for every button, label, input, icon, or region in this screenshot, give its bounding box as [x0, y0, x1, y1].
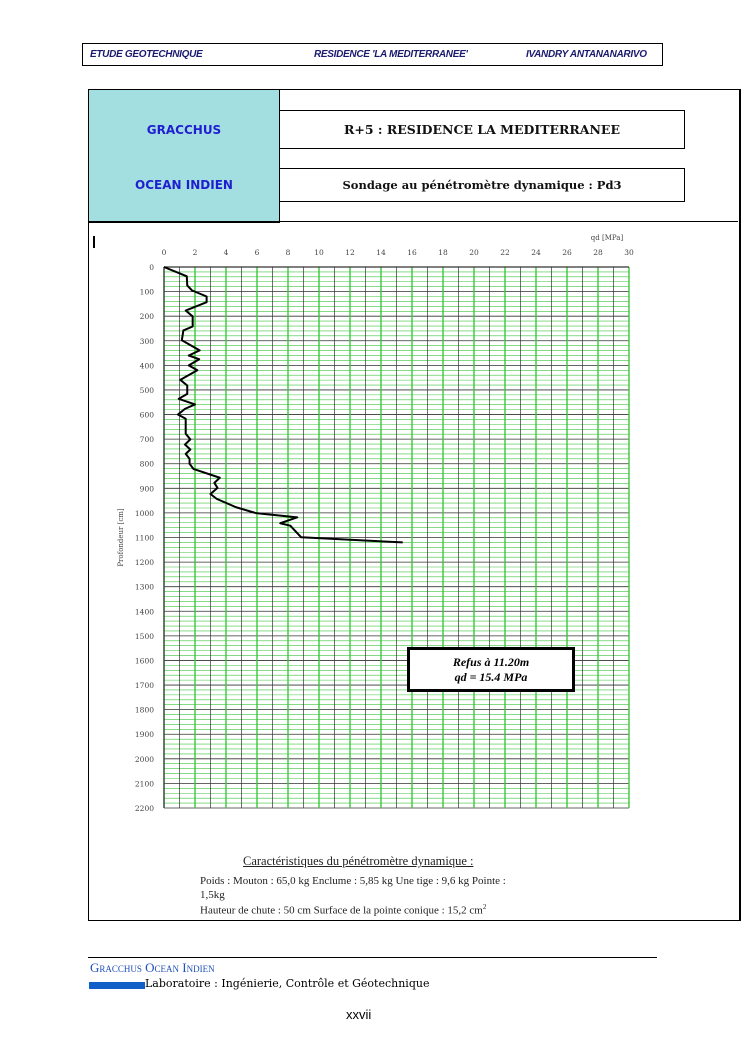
- x-tick-label: 14: [376, 248, 386, 257]
- y-tick-label: 900: [140, 484, 155, 493]
- y-tick-label: 0: [149, 263, 154, 272]
- y-tick-label: 1200: [135, 558, 154, 567]
- x-tick-label: 18: [438, 248, 448, 257]
- x-tick-label: 2: [193, 248, 198, 257]
- y-tick-label: 1400: [135, 607, 154, 616]
- y-tick-label: 2200: [135, 804, 154, 813]
- qd-profile-line: [163, 266, 403, 544]
- characteristics-line1: Poids : Mouton : 65,0 kg Enclume : 5,85 …: [200, 875, 506, 887]
- x-tick-label: 6: [255, 248, 260, 257]
- y-tick-label: 2100: [135, 779, 154, 788]
- footer-accent-bar: [89, 982, 145, 989]
- y-tick-label: 1100: [135, 534, 154, 543]
- company-line1: GRACCHUS: [146, 123, 222, 137]
- header-right: IVANDRY ANTANANARIVO: [526, 49, 647, 60]
- y-tick-label: 400: [140, 361, 155, 370]
- content-frame: [88, 89, 741, 921]
- x-tick-label: 8: [286, 248, 291, 257]
- test-title: Sondage au pénétromètre dynamique : Pd3: [279, 168, 685, 202]
- x-tick-label: 16: [407, 248, 417, 257]
- annotation-line2: qd = 15.4 MPa: [454, 670, 528, 684]
- y-tick-label: 2000: [135, 755, 154, 764]
- x-tick-label: 22: [500, 248, 510, 257]
- y-tick-label: 1500: [135, 632, 154, 641]
- header-center: RESIDENCE 'LA MEDITERRANEE': [314, 49, 468, 60]
- superscript: 2: [482, 903, 487, 911]
- y-tick-label: 100: [140, 288, 155, 297]
- y-tick-label: 1700: [135, 681, 154, 690]
- x-tick-label: 26: [562, 248, 572, 257]
- characteristics-line2: 1,5kg: [200, 889, 225, 901]
- x-tick-label: 4: [224, 248, 229, 257]
- x-tick-label: 12: [345, 248, 355, 257]
- x-tick-label: 30: [624, 248, 634, 257]
- company-cell: GRACCHUS OCEAN INDIEN: [88, 89, 280, 223]
- running-header: ETUDE GEOTECHNIQUE RESIDENCE 'LA MEDITER…: [82, 43, 663, 66]
- project-title: R+5 : RESIDENCE LA MEDITERRANEE: [279, 110, 685, 149]
- x-tick-label: 10: [314, 248, 324, 257]
- penetrometer-chart: 0 2 4 6 8 10 12 14 16 18 20 22 24 26 28 300100200300400…: [117, 234, 634, 813]
- y-tick-label: 1600: [135, 656, 154, 665]
- x-tick-label: 0: [162, 248, 167, 257]
- x-axis-label: qd [MPa]: [591, 234, 624, 242]
- y-tick-label: 1000: [135, 509, 154, 518]
- characteristics-title: Caractéristiques du pénétromètre dynamiq…: [243, 854, 474, 868]
- y-tick-label: 1900: [135, 730, 154, 739]
- page-number: xxvii: [346, 1007, 372, 1022]
- annotation-line1: Refus à 11.20m: [452, 655, 530, 669]
- y-tick-label: 500: [140, 386, 155, 395]
- characteristics-line3: Hauteur de chute : 50 cm Surface de la p…: [200, 903, 486, 917]
- y-tick-label: 1300: [135, 583, 154, 592]
- x-tick-label: 20: [469, 248, 479, 257]
- footer-lab: Laboratoire : Ingénierie, Contrôle et Gé…: [145, 977, 430, 990]
- y-tick-label: 700: [140, 435, 155, 444]
- y-axis-label: Profondeur [cm]: [117, 508, 125, 567]
- company-line2: OCEAN INDIEN: [135, 178, 233, 192]
- x-tick-label: 28: [593, 248, 603, 257]
- y-tick-label: 800: [140, 460, 155, 469]
- y-tick-label: 1800: [135, 706, 154, 715]
- divider: [88, 221, 738, 222]
- x-tick-label: 24: [531, 248, 541, 257]
- line3-text: Hauteur de chute : 50 cm Surface de la p…: [200, 904, 483, 917]
- footer-rule: [88, 957, 657, 958]
- text-cursor-mark: [93, 236, 95, 248]
- refusal-annotation: Refus à 11.20m qd = 15.4 MPa: [407, 647, 575, 692]
- footer-company: Gracchus Ocean Indien: [90, 960, 215, 975]
- header-left: ETUDE GEOTECHNIQUE: [90, 49, 203, 60]
- y-tick-label: 200: [140, 312, 155, 321]
- y-tick-label: 300: [140, 337, 155, 346]
- y-tick-label: 600: [140, 411, 155, 420]
